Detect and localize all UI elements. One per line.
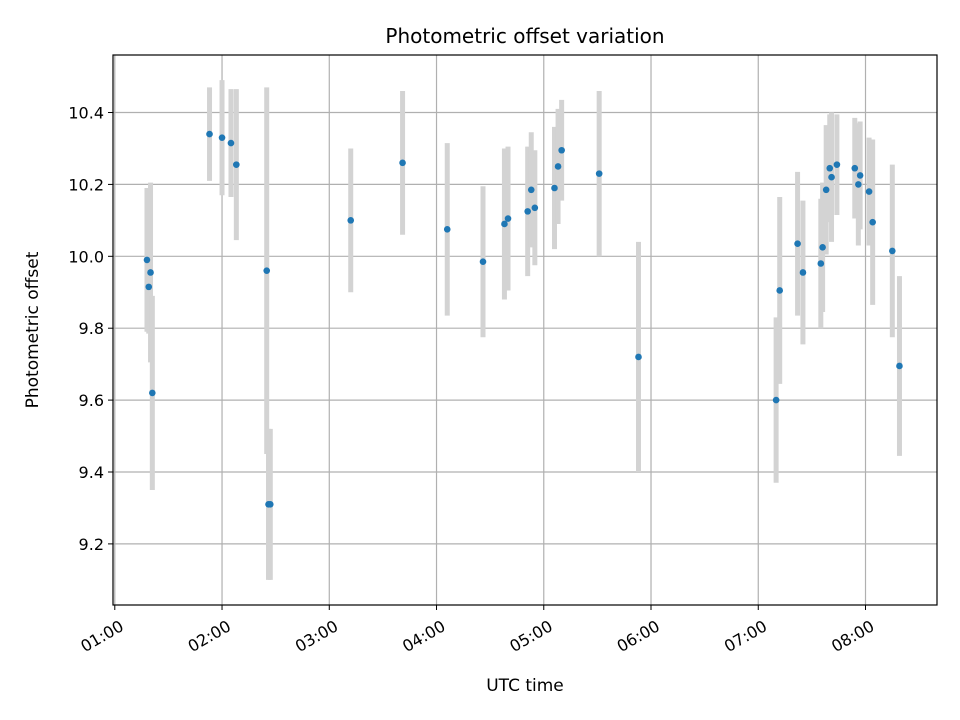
point-layer: [143, 130, 903, 508]
data-point: [851, 164, 859, 172]
data-point: [266, 501, 274, 508]
chart-title: Photometric offset variation: [385, 24, 664, 48]
data-point: [856, 172, 864, 179]
data-point: [479, 258, 487, 265]
data-point: [399, 159, 406, 167]
data-point: [527, 186, 535, 194]
data-point: [855, 181, 862, 188]
y-axis: 9.2 9.4 9.6 9.8 10.0 10.2 10.4: [68, 104, 113, 554]
data-point: [551, 184, 558, 192]
data-point: [819, 244, 826, 251]
data-point: [147, 269, 154, 276]
y-tick-label: 9.8: [79, 319, 104, 338]
y-axis-label: Photometric offset: [23, 251, 43, 408]
data-point: [772, 396, 780, 404]
x-axis-label: UTC time: [486, 676, 564, 696]
y-tick-label: 9.6: [79, 391, 104, 410]
data-point: [554, 163, 562, 170]
y-tick-label: 9.2: [79, 535, 104, 554]
y-tick-label: 10.2: [68, 175, 104, 194]
data-point: [833, 161, 841, 168]
data-point: [817, 260, 825, 267]
data-point: [595, 170, 603, 177]
data-point: [826, 164, 834, 172]
data-point: [347, 217, 355, 224]
data-point: [145, 283, 153, 291]
data-point: [776, 287, 784, 294]
data-point: [504, 215, 512, 222]
plot-frame: [112, 54, 938, 606]
data-point: [531, 204, 539, 212]
data-point: [143, 256, 151, 264]
data-point: [558, 146, 565, 154]
data-point: [263, 267, 271, 274]
data-point: [218, 134, 226, 141]
data-point: [822, 186, 830, 194]
y-tick-label: 10.4: [68, 104, 104, 123]
data-point: [443, 226, 451, 233]
data-point: [524, 208, 531, 215]
data-point: [501, 220, 508, 228]
data-point: [149, 389, 156, 397]
data-point: [889, 247, 896, 255]
data-point: [869, 218, 876, 226]
data-point: [865, 188, 873, 195]
y-tick-label: 9.4: [79, 463, 104, 482]
data-point: [635, 353, 642, 361]
y-tick-label: 10.0: [68, 247, 104, 266]
data-point: [227, 139, 235, 147]
data-point: [206, 130, 213, 138]
data-point: [794, 240, 801, 248]
data-point: [233, 161, 240, 168]
data-point: [799, 269, 807, 276]
data-point: [896, 362, 903, 370]
data-point: [828, 173, 835, 181]
